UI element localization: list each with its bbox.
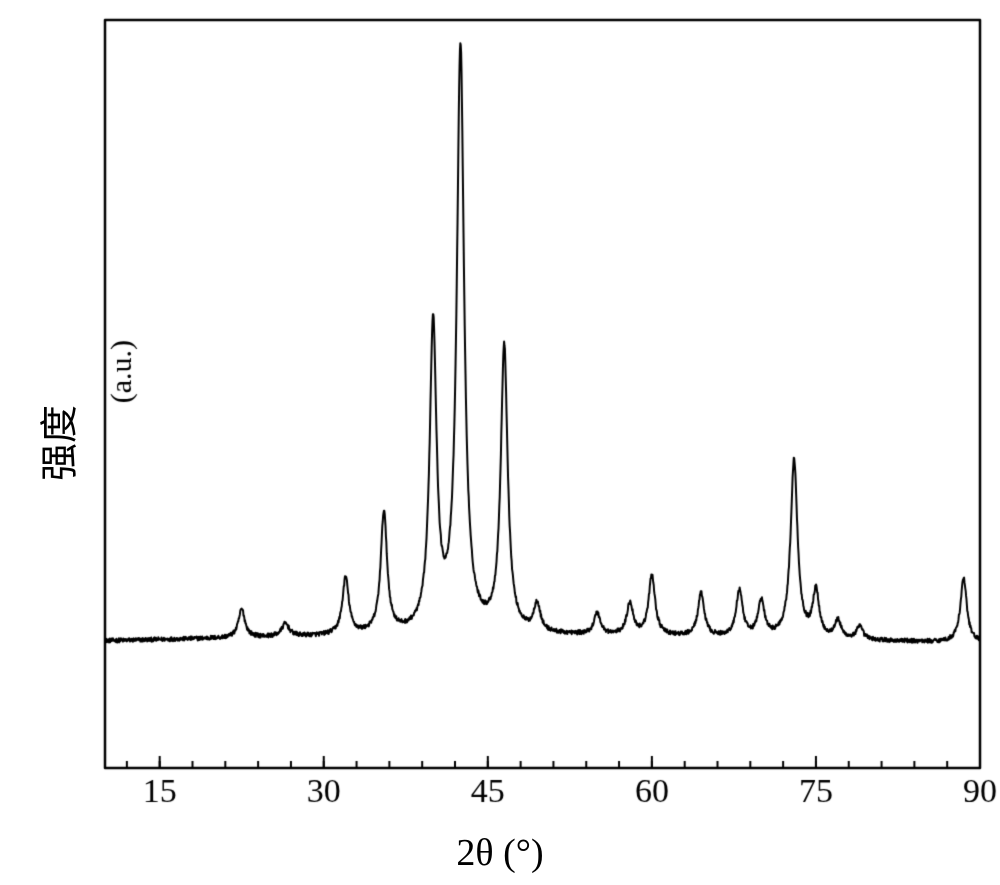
x-axis-label: 2θ (°) — [0, 831, 1000, 875]
xrd-plot-canvas — [0, 0, 1000, 885]
y-axis-label: 强度 — [29, 404, 84, 480]
chart-container: 强度 2θ (°) — [0, 0, 1000, 885]
